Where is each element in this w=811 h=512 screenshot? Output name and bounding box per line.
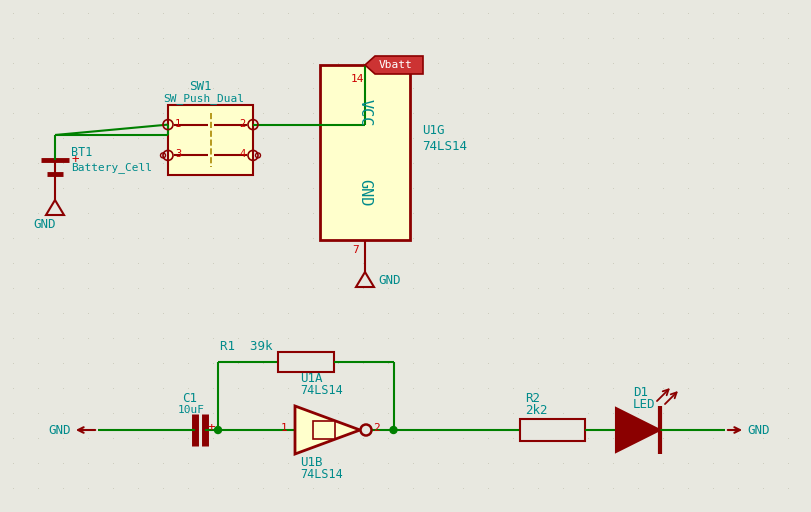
Text: 2: 2 xyxy=(373,423,380,433)
Text: 74LS14: 74LS14 xyxy=(300,467,343,480)
Polygon shape xyxy=(365,56,423,74)
Text: 74LS14: 74LS14 xyxy=(422,140,467,154)
Text: BT1: BT1 xyxy=(71,145,92,159)
Text: 1: 1 xyxy=(175,119,181,129)
Text: D1: D1 xyxy=(633,386,648,398)
FancyBboxPatch shape xyxy=(168,105,253,175)
Text: 4: 4 xyxy=(239,150,245,159)
Text: 14: 14 xyxy=(351,74,364,84)
Text: 10uF: 10uF xyxy=(178,405,205,415)
Text: GND: GND xyxy=(378,273,401,287)
Text: R2: R2 xyxy=(525,392,540,404)
Text: U1A: U1A xyxy=(300,372,323,385)
Text: GND: GND xyxy=(747,423,770,437)
Text: Battery_Cell: Battery_Cell xyxy=(71,162,152,174)
Text: GND: GND xyxy=(48,423,71,437)
Text: GND: GND xyxy=(33,219,55,231)
Text: R1  39k: R1 39k xyxy=(220,339,272,352)
Text: +: + xyxy=(71,154,79,166)
Text: 2k2: 2k2 xyxy=(525,403,547,416)
Text: 1: 1 xyxy=(281,423,288,433)
Text: VCC: VCC xyxy=(358,99,372,126)
Polygon shape xyxy=(616,408,660,452)
FancyBboxPatch shape xyxy=(520,419,585,441)
Text: 74LS14: 74LS14 xyxy=(300,383,343,396)
FancyBboxPatch shape xyxy=(313,421,335,439)
Text: U1B: U1B xyxy=(300,456,323,468)
Text: SW1: SW1 xyxy=(189,80,212,94)
Text: SW_Push_Dual: SW_Push_Dual xyxy=(163,94,244,104)
Text: Vbatt: Vbatt xyxy=(379,60,413,70)
Text: 3: 3 xyxy=(175,150,181,159)
Text: 2: 2 xyxy=(239,119,245,129)
Text: U1G: U1G xyxy=(422,123,444,137)
Text: 7: 7 xyxy=(352,245,358,255)
Circle shape xyxy=(214,426,221,434)
Circle shape xyxy=(390,426,397,434)
Polygon shape xyxy=(295,406,360,454)
Text: C1: C1 xyxy=(182,392,197,404)
Text: +: + xyxy=(208,420,216,434)
FancyBboxPatch shape xyxy=(277,352,334,372)
FancyBboxPatch shape xyxy=(320,65,410,240)
Text: GND: GND xyxy=(358,179,372,206)
Text: LED: LED xyxy=(633,397,655,411)
